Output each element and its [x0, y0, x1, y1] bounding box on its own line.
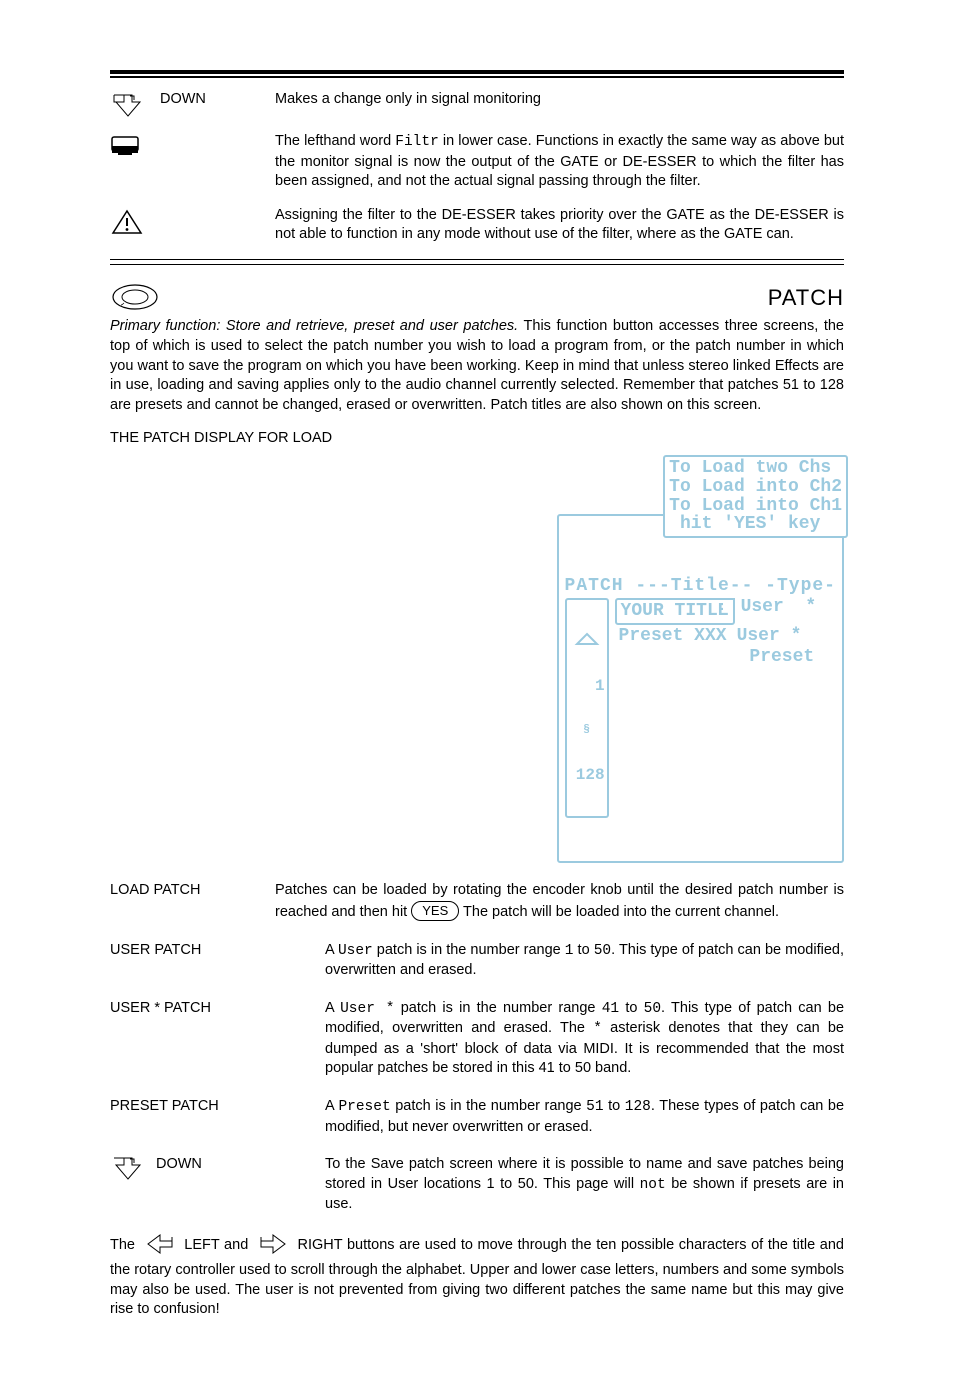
lcd-hint3: To Load into Ch1 — [669, 496, 842, 516]
right-arrow-icon — [253, 1233, 293, 1262]
lcd-row2-title: Preset XXX — [615, 627, 731, 646]
patch-display-head: THE PATCH DISPLAY FOR LOAD — [110, 429, 844, 449]
patch-heading: PATCH — [180, 283, 844, 313]
lcd-title-text: YOUR TITLE — [621, 601, 729, 621]
lcd-type1: User * — [741, 598, 817, 625]
preset-patch-term: PRESET PATCH — [110, 1097, 275, 1137]
section-divider — [110, 259, 844, 265]
load-patch-term: LOAD PATCH — [110, 881, 275, 922]
p-mid: patch is in the number range — [391, 1098, 587, 1114]
nav-right-prefix: RIGHT buttons are used to move through t… — [298, 1237, 679, 1253]
p-word: Preset — [338, 1099, 390, 1115]
lcd-header: PATCH ---Title-- -Type- — [565, 577, 836, 596]
lcd-scroll-top: 1 — [569, 678, 605, 694]
user-patch-term: USER PATCH — [110, 941, 275, 981]
d2-not: not — [640, 1177, 666, 1193]
load-patch-row: LOAD PATCH Patches can be loaded by rota… — [110, 881, 844, 922]
down2-term: DOWN — [156, 1155, 275, 1215]
load-post: The patch will be loaded into the curren… — [459, 904, 779, 920]
us-n2: 50 — [644, 1001, 661, 1017]
down-body: Makes a change only in signal monitoring — [275, 90, 844, 118]
filtr-labelcol — [160, 132, 275, 192]
lcd-hint1: To Load two Chs — [669, 458, 831, 478]
filtr-body: The lefthand word Filtr in lower case. F… — [275, 132, 844, 192]
warn-body: Assigning the filter to the DE-ESSER tak… — [275, 206, 844, 245]
nav-left: LEFT and — [184, 1237, 248, 1253]
lcd-hint4: hit 'YES' key — [680, 514, 820, 534]
p-pre: A — [325, 1098, 338, 1114]
lcd-left-col: PATCH ---Title-- -Type- 1 § 128 — [565, 577, 836, 818]
lcd-row2-type: User * — [737, 627, 802, 646]
u-mid: patch is in the number range — [373, 942, 565, 958]
lcd-hint-box: To Load two Chs To Load into Ch2 To Load… — [663, 455, 848, 539]
down-arrow-icon — [110, 90, 160, 118]
lcd-scroll-bot: 128 — [569, 767, 605, 783]
oval-button-icon — [110, 283, 180, 318]
nav-the: The — [110, 1237, 135, 1253]
us-ast: * — [593, 1021, 602, 1037]
down2-def: To the Save patch screen where it is pos… — [275, 1155, 844, 1215]
lcd-row-stack: YOUR TITLE User * Preset XXX User * Pres… — [615, 598, 817, 818]
p-to: to — [604, 1098, 625, 1114]
filtr-word: Filtr — [395, 134, 439, 150]
preset-patch-def: A Preset patch is in the number range 51… — [275, 1097, 844, 1137]
us-to: to — [619, 1000, 644, 1016]
top-rule — [110, 70, 844, 78]
u-pre: A — [325, 942, 338, 958]
patch-intro-italic: Primary function: Store and retrieve, pr… — [110, 318, 518, 334]
nav-para: The LEFT and RIGHT buttons are used to m… — [110, 1233, 844, 1320]
patch-intro: Primary function: Store and retrieve, pr… — [110, 317, 844, 415]
down-label: DOWN — [160, 90, 275, 118]
lcd-hint2: To Load into Ch2 — [669, 477, 842, 497]
filtr-pre: The lefthand word — [275, 133, 395, 149]
lcd-row3-type: Preset — [615, 648, 817, 667]
lcd-block: To Load two Chs To Load into Ch2 To Load… — [110, 455, 844, 864]
down-save-row: DOWN To the Save patch screen where it i… — [110, 1155, 844, 1215]
lcd-scroll: 1 § 128 — [565, 598, 609, 818]
u-to: to — [574, 942, 594, 958]
warn-labelcol — [160, 206, 275, 245]
userstar-patch-def: A User * patch is in the number range 41… — [275, 999, 844, 1079]
userstar-patch-row: USER * PATCH A User * patch is in the nu… — [110, 999, 844, 1079]
patch-heading-row: PATCH — [110, 283, 844, 318]
p-n1: 51 — [586, 1099, 603, 1115]
us-pre: A — [325, 1000, 340, 1016]
us-mid: patch is in the number range — [395, 1000, 602, 1016]
preset-patch-row: PRESET PATCH A Preset patch is in the nu… — [110, 1097, 844, 1137]
u-word: User — [338, 943, 373, 959]
u-n1: 1 — [565, 943, 574, 959]
warning-icon — [110, 206, 160, 245]
lcd-title-cell: YOUR TITLE — [615, 598, 735, 625]
monitor-icon — [110, 132, 160, 192]
warning-row: Assigning the filter to the DE-ESSER tak… — [110, 206, 844, 245]
us-n1: 41 — [602, 1001, 619, 1017]
down-arrow-icon-2 — [110, 1155, 156, 1215]
lcd-main: PATCH ---Title-- -Type- 1 § 128 — [557, 514, 844, 863]
us-word: User * — [340, 1001, 394, 1017]
userstar-patch-term: USER * PATCH — [110, 999, 275, 1079]
filtr-row: The lefthand word Filtr in lower case. F… — [110, 132, 844, 192]
load-patch-def: Patches can be loaded by rotating the en… — [275, 881, 844, 922]
left-arrow-icon — [140, 1233, 180, 1262]
p-n2: 128 — [625, 1099, 651, 1115]
down-monitor-row: DOWN Makes a change only in signal monit… — [110, 90, 844, 118]
user-patch-def: A User patch is in the number range 1 to… — [275, 941, 844, 981]
u-n2: 50 — [594, 943, 611, 959]
yes-button[interactable]: YES — [411, 901, 459, 921]
user-patch-row: USER PATCH A User patch is in the number… — [110, 941, 844, 981]
